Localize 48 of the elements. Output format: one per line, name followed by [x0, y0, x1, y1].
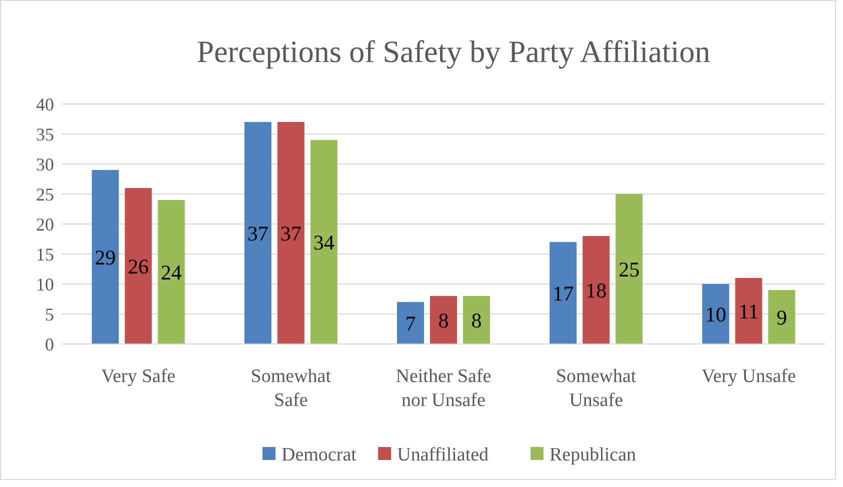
data-label: 9: [776, 305, 787, 330]
data-label: 8: [438, 308, 449, 332]
data-label: 10: [705, 302, 726, 326]
y-tick-label: 10: [36, 274, 54, 294]
bar: [735, 278, 762, 344]
y-tick-label: 15: [36, 244, 54, 264]
bar: [92, 170, 119, 344]
bar: [463, 296, 490, 344]
data-label: 11: [738, 299, 759, 324]
y-tick-label: 5: [45, 304, 54, 324]
data-label: 34: [313, 230, 335, 254]
y-tick-label: 25: [36, 184, 54, 204]
bar: [430, 296, 457, 344]
y-tick-label: 40: [36, 94, 54, 114]
y-tick-label: 20: [36, 214, 54, 234]
legend-label: Republican: [550, 444, 637, 466]
y-tick-label: 0: [45, 334, 54, 354]
bar: [550, 242, 577, 344]
legend-label: Democrat: [282, 444, 358, 466]
y-tick-label: 30: [36, 154, 54, 174]
data-label: 18: [586, 278, 607, 302]
x-tick-label: Somewhat Safe: [250, 366, 332, 411]
data-label: 7: [405, 311, 416, 336]
x-tick-label: Somewhat Unsafe: [556, 366, 637, 411]
bar: [616, 194, 643, 344]
bar: [124, 188, 152, 344]
chart-title: Perceptions of Safety by Party Affiliation: [196, 34, 711, 69]
legend-label: Unaffiliated: [397, 444, 490, 466]
bar: [310, 140, 338, 344]
x-tick-label: Very Unsafe: [701, 366, 796, 387]
data-label: 37: [280, 221, 302, 246]
data-label: 29: [94, 245, 116, 270]
bar: [158, 200, 185, 344]
data-label: 17: [552, 281, 574, 306]
bar: [397, 302, 424, 344]
bar: [582, 236, 610, 344]
data-label: 8: [471, 308, 482, 332]
data-label: 24: [160, 260, 182, 284]
bar: [277, 122, 304, 344]
bar: [702, 284, 730, 344]
y-tick-label: 35: [36, 124, 54, 144]
x-tick-label: Neither Safe nor Unsafe: [396, 366, 492, 411]
bar: [768, 290, 796, 344]
data-label: 26: [128, 254, 149, 278]
data-label: 25: [618, 257, 640, 282]
data-label: 37: [247, 221, 268, 246]
x-tick-label: Very Safe: [101, 366, 176, 387]
bar: [244, 122, 272, 344]
